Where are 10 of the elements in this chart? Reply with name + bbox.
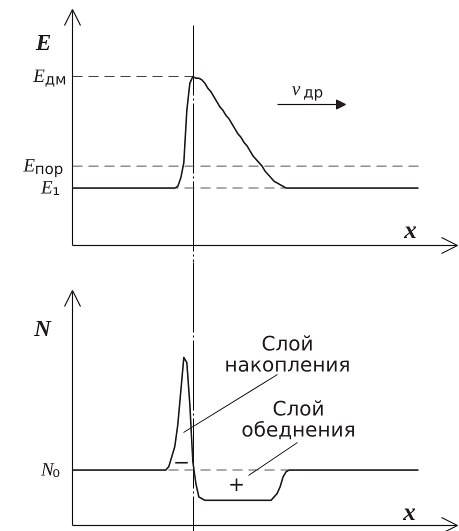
annotation: Слой обеднения [241, 396, 356, 442]
annotation: − [173, 450, 190, 474]
ref-line-label: E₁ [40, 178, 60, 200]
ref-line-label: N₀ [40, 460, 60, 482]
x-axis-title: x [403, 217, 417, 244]
y-axis-title: N [33, 316, 52, 341]
annotation: Слой накопления [224, 332, 350, 376]
y-axis-title: E [34, 30, 52, 55]
x-axis-title: x [402, 499, 416, 526]
annotation: + [228, 472, 245, 496]
